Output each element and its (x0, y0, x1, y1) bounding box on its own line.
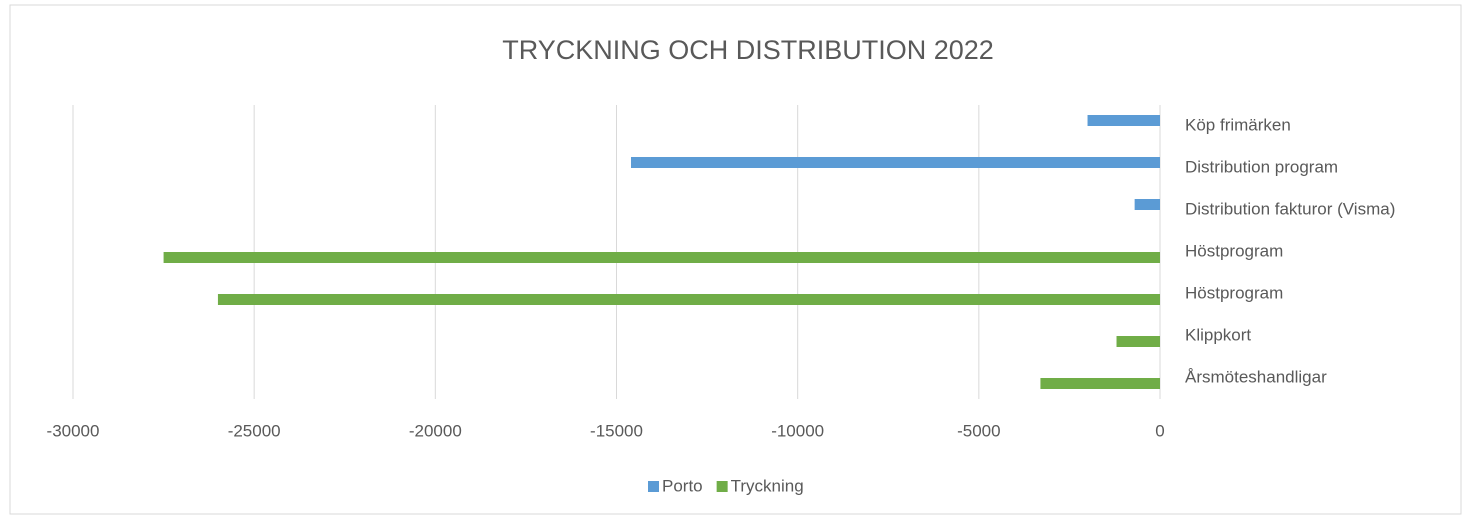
legend-label: Porto (662, 476, 703, 495)
x-tick-label: -30000 (47, 421, 100, 440)
bar (1040, 378, 1160, 389)
bar (1087, 115, 1160, 126)
bar (217, 294, 1160, 305)
category-label: Årsmöteshandligar (1185, 367, 1327, 386)
x-tick-label: -15000 (590, 421, 643, 440)
category-label: Höstprogram (1185, 283, 1283, 302)
category-label: Distribution program (1185, 157, 1338, 176)
bar (1116, 336, 1160, 347)
x-tick-label: -20000 (409, 421, 462, 440)
category-label: Klippkort (1185, 325, 1251, 344)
legend-swatch (648, 481, 659, 492)
x-tick-label: -10000 (771, 421, 824, 440)
legend-label: Tryckning (731, 476, 804, 495)
legend-swatch (716, 481, 728, 492)
bar (630, 157, 1160, 168)
x-tick-label: -25000 (228, 421, 281, 440)
x-tick-label: -5000 (957, 421, 1000, 440)
category-label: Distribution fakturor (Visma) (1185, 199, 1395, 218)
category-label: Höstprogram (1185, 241, 1283, 260)
bar (1134, 199, 1160, 210)
category-label: Köp frimärken (1185, 115, 1291, 134)
bar (163, 252, 1161, 263)
x-tick-label: 0 (1155, 421, 1164, 440)
chart-title: TRYCKNING OCH DISTRIBUTION 2022 (502, 35, 994, 65)
